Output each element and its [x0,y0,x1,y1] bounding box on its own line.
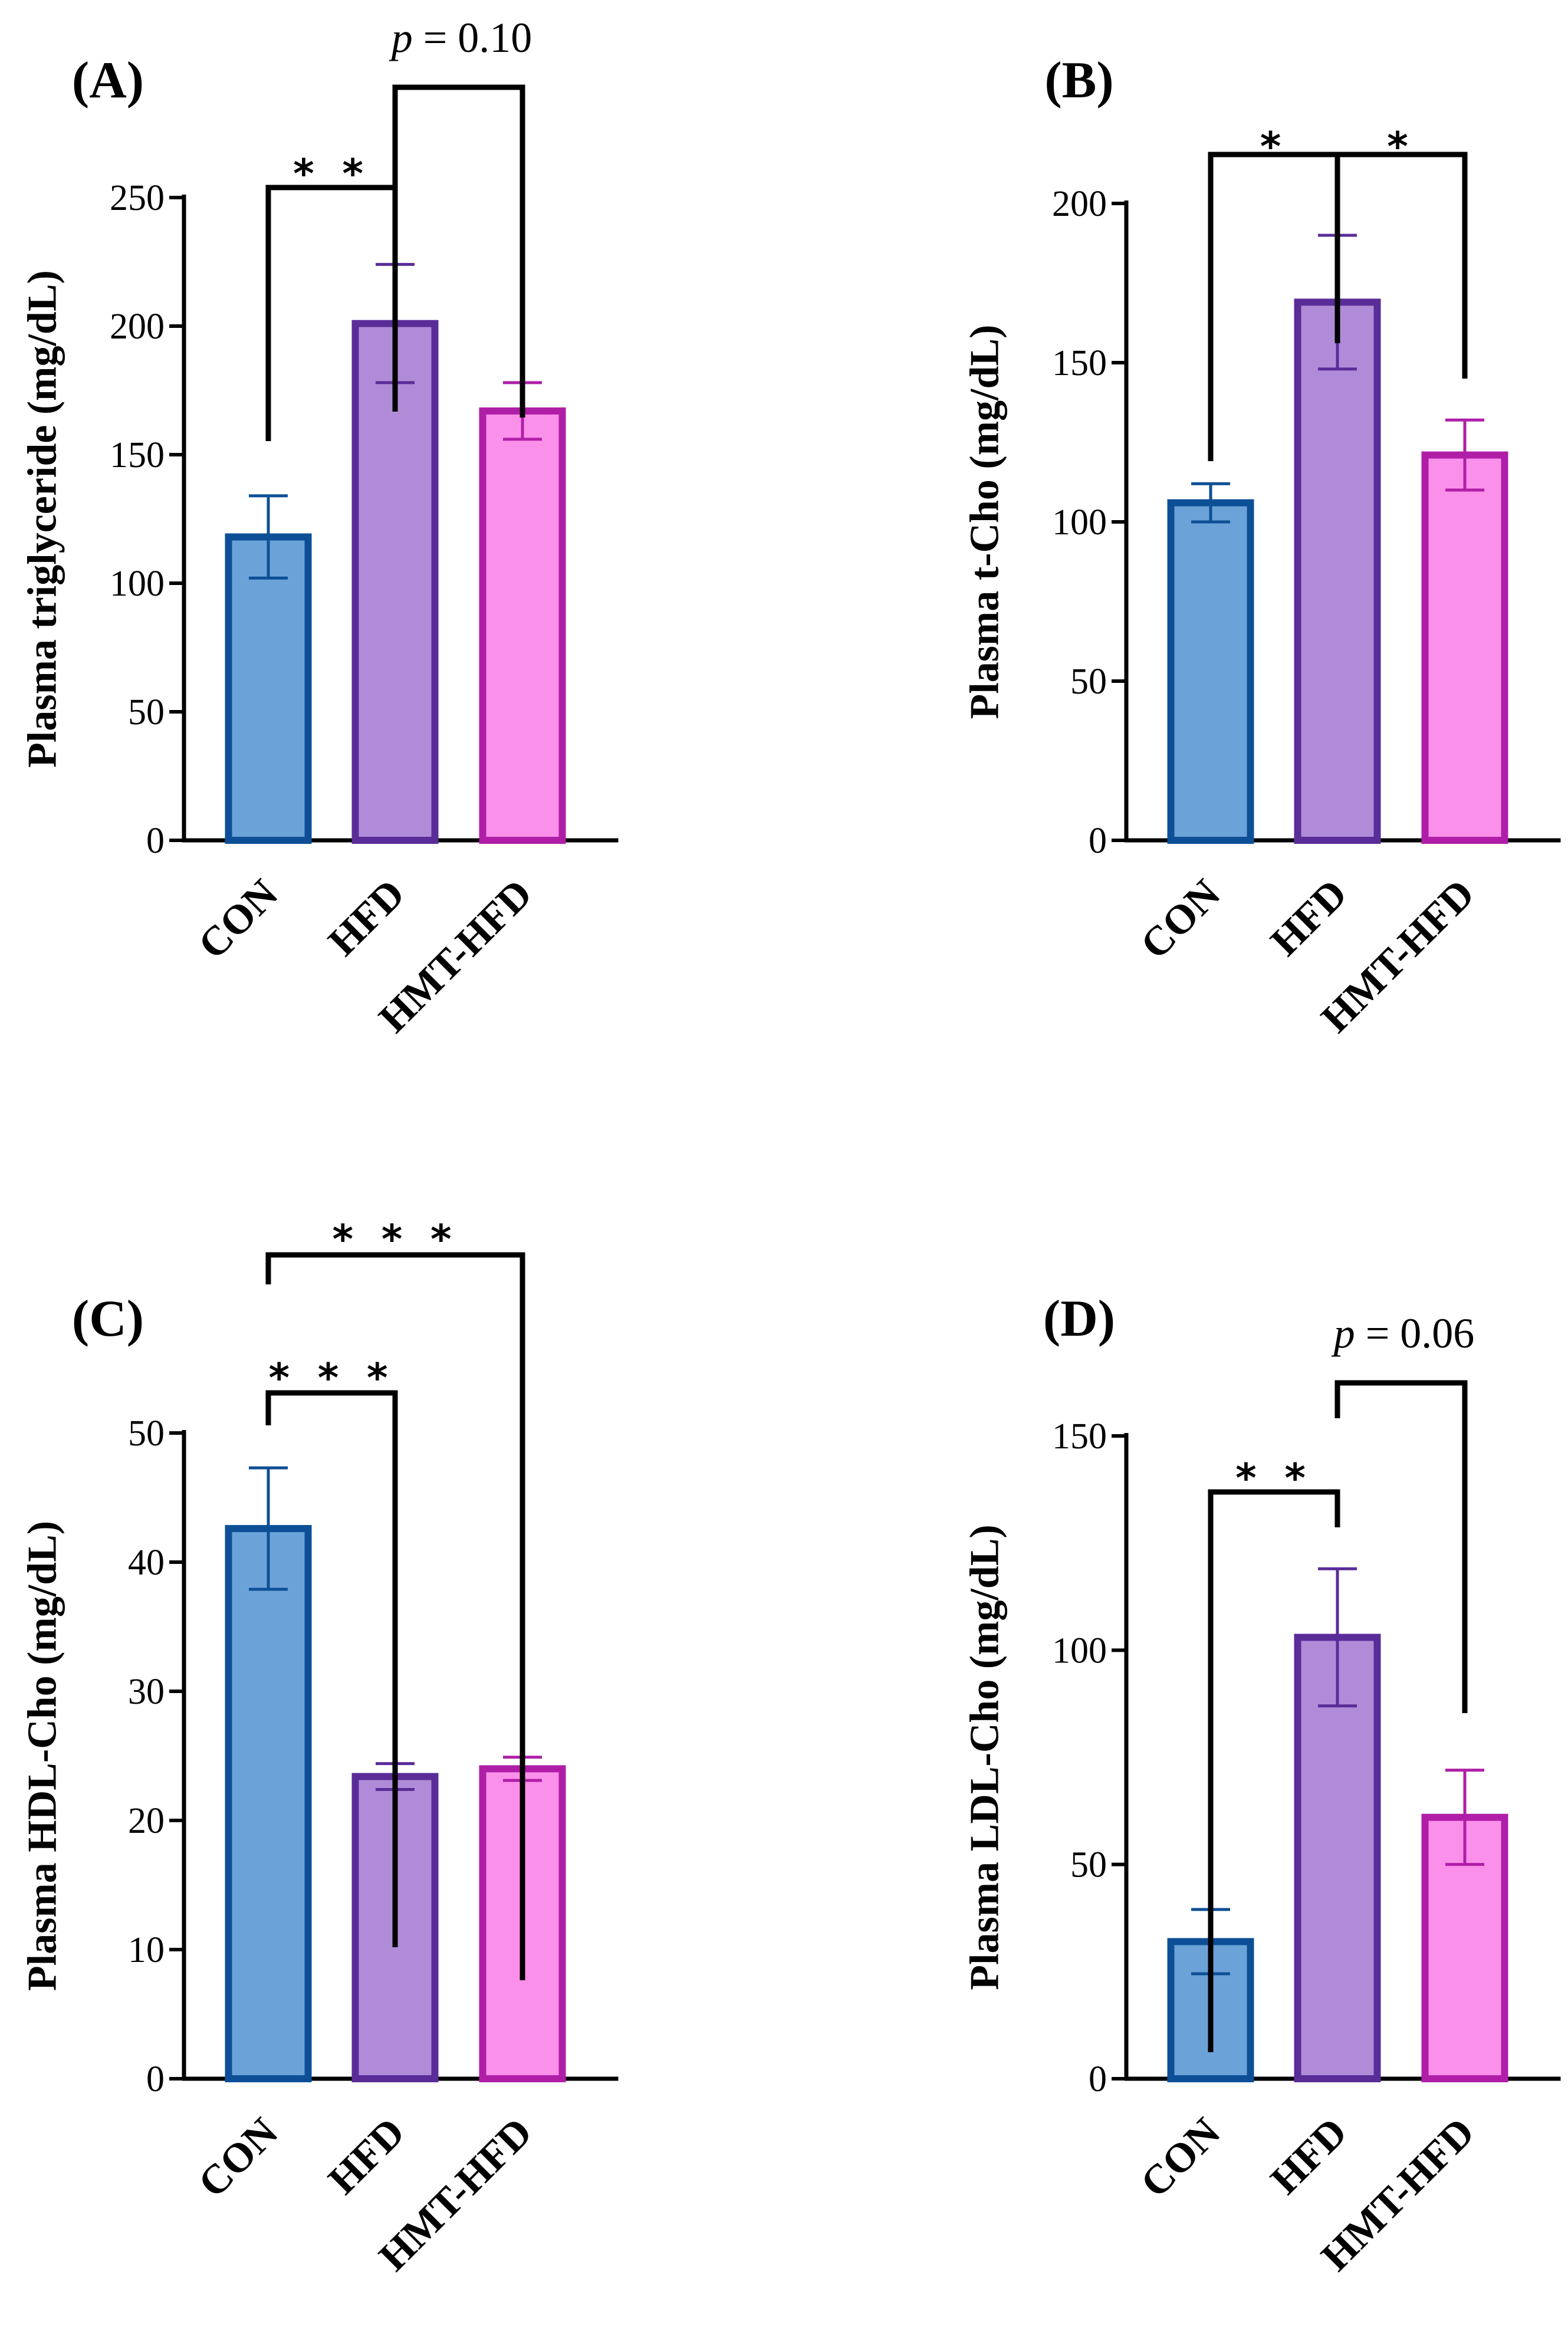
bar-hfd [1294,1633,1381,2083]
bar-con [225,533,312,844]
significance-bracket: * * [265,151,398,441]
significance-bracket: * [1334,124,1468,379]
chart-panel-1: (A) 0 50 100 150 200 250 Plasma triglyceride (m… [20,14,619,1041]
y-tick-label: 250 [110,178,165,218]
significance-stars: * * * [268,1355,395,1402]
bar-hmt-hfd [1421,451,1508,844]
significance-stars: * * * [332,1217,458,1263]
y-tick-label: 150 [1052,343,1107,383]
y-tick-label: 50 [1070,662,1107,702]
significance-bracket: p = 0.10 [389,14,532,418]
y-tick-label: 150 [1052,1416,1107,1457]
y-tick-label: 150 [110,435,165,475]
chart-panel-2: (B) 0 50 100 150 200 Plasma t-Cho (mg/dL) CON HF… [962,52,1561,1041]
category-label: HFD [1262,871,1356,965]
panel-letter: (D) [1043,1290,1115,1347]
y-tick-label: 100 [1052,1631,1107,1671]
y-tick-label: 40 [128,1543,165,1583]
error-bar-con [249,494,288,580]
error-bar-hfd [1318,1567,1357,1708]
p-value: = 0.10 [413,14,532,61]
y-tick-label: 0 [1089,2059,1107,2099]
p-value-label: p = 0.06 [1331,1310,1475,1357]
category-label: CON [190,871,287,968]
significance-bracket: * * [1208,1455,1340,2052]
panel-letter: (B) [1044,52,1113,109]
category-label: HFD [1262,2109,1356,2203]
y-axis-title: Plasma t-Cho (mg/dL) [962,325,1008,719]
panel-letter: (C) [72,1290,144,1347]
chart-panel-4: (D) 0 50 100 150 Plasma LDL-Cho (mg/dL) CON HFD… [962,1290,1561,2280]
significance-stars: * * [1235,1455,1313,1502]
significance-bracket: * * * [265,1217,525,1980]
p-italic: p [389,14,413,61]
bar-hfd [1294,298,1381,844]
significance-stars: * * [293,151,370,198]
error-bar-hmt-hfd [1445,418,1484,492]
y-tick-label: 50 [128,1414,165,1454]
p-value-label: p = 0.10 [389,14,532,61]
y-tick-label: 0 [146,2059,165,2099]
error-bar-hmt-hfd [1445,1769,1484,1866]
p-value: = 0.06 [1355,1310,1475,1357]
bar-con [1167,499,1254,844]
category-label: HFD [320,2109,413,2203]
y-tick-label: 10 [128,1930,165,1970]
bracket-line [1334,1380,1468,1713]
y-tick-label: 50 [128,692,165,732]
bracket-line [265,185,398,441]
y-tick-label: 100 [110,564,165,604]
p-italic: p [1331,1310,1355,1357]
category-label: CON [1132,2109,1229,2206]
y-tick-label: 30 [128,1672,165,1712]
bracket-line [265,1390,398,1947]
y-axis-title: Plasma LDL-Cho (mg/dL) [962,1524,1008,1990]
category-label: CON [190,2109,287,2206]
y-tick-label: 50 [1070,1845,1107,1885]
category-label: HFD [320,871,413,965]
bracket-line [1334,152,1468,379]
y-tick-label: 0 [146,821,165,861]
significance-bracket: p = 0.06 [1331,1310,1475,1713]
chart-panel-3: (C) 0 10 20 30 40 50 Plasma HDL-Cho (mg/dL) CON H… [20,1217,619,2280]
bracket-line [392,84,525,418]
panel-letter: (A) [72,52,144,109]
error-bar-con [249,1466,288,1591]
bracket-line [1208,1489,1340,2052]
bracket-line [265,1252,525,1980]
significance-stars: * [1260,124,1288,170]
bar-hmt-hfd [479,407,566,844]
bar-con [225,1525,312,2083]
category-label: CON [1132,871,1229,968]
y-axis-title: Plasma HDL-Cho (mg/dL) [20,1521,65,1991]
y-tick-label: 0 [1089,821,1107,861]
y-tick-label: 100 [1052,502,1107,543]
significance-stars: * [1387,124,1415,170]
y-tick-label: 20 [128,1801,165,1841]
y-axis-title: Plasma triglyceride (mg/dL) [20,270,65,768]
y-tick-label: 200 [110,307,165,347]
significance-bracket: * * * [265,1355,398,1947]
error-bar-con [1191,482,1230,524]
y-tick-label: 200 [1052,184,1107,224]
